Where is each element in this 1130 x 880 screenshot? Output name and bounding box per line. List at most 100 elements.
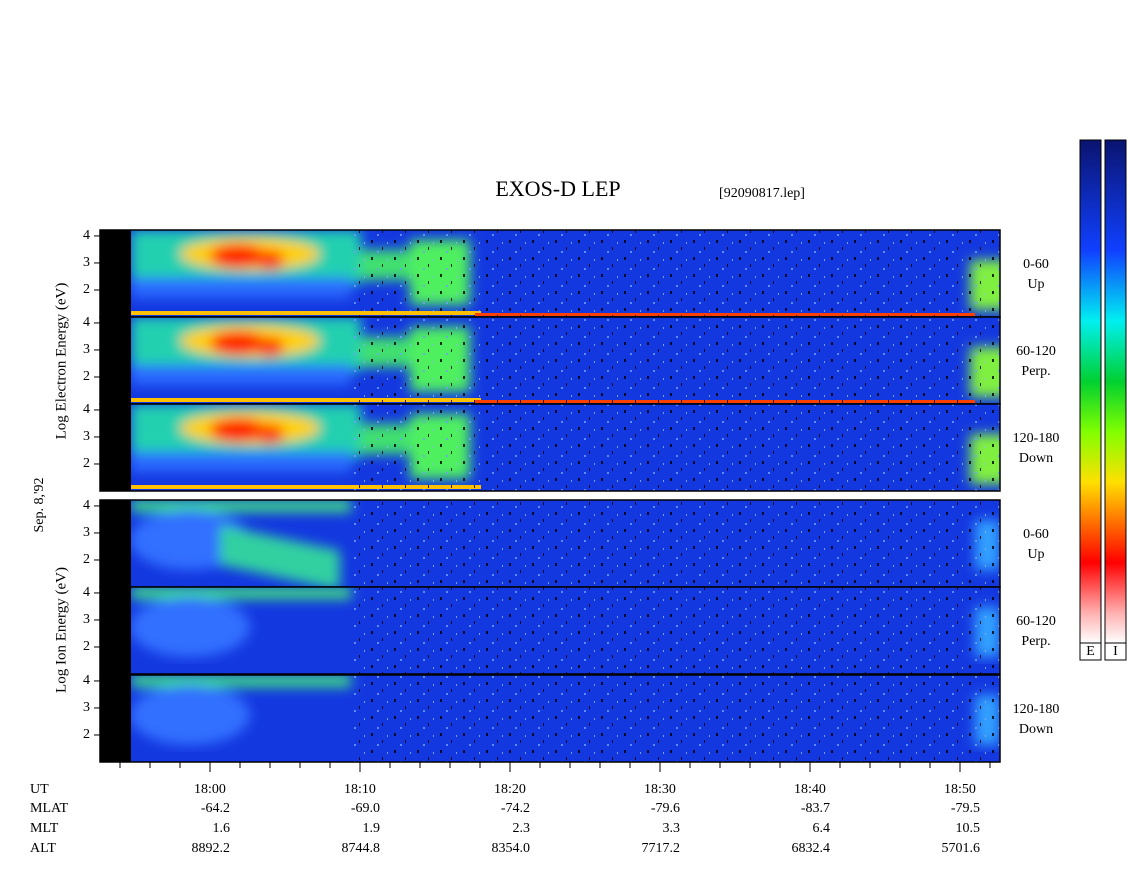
colorbar bbox=[1079, 139, 1102, 644]
y-tick-label: 4 bbox=[83, 315, 90, 330]
flux bbox=[256, 424, 284, 444]
ephemeris-value: 3.3 bbox=[663, 821, 681, 836]
ephemeris-value: -64.2 bbox=[201, 801, 230, 816]
y-tick-label: 3 bbox=[83, 255, 90, 270]
ephemeris-value: 6.4 bbox=[813, 821, 831, 836]
data-gap bbox=[100, 317, 131, 404]
speckle bbox=[350, 317, 1000, 404]
flux bbox=[131, 364, 351, 385]
spectrogram-panel bbox=[100, 230, 1000, 317]
ephemeris-value: 6832.4 bbox=[792, 841, 831, 856]
y-tick-label: 2 bbox=[83, 282, 90, 297]
ephemeris-value: -83.7 bbox=[801, 801, 830, 816]
colorbar-box bbox=[1079, 642, 1102, 661]
colorbar-label: I bbox=[1113, 644, 1118, 659]
speckle bbox=[350, 404, 1000, 491]
title: EXOS-D LEP bbox=[495, 176, 620, 201]
spectrogram-panel bbox=[100, 317, 1000, 404]
ephemeris-value: 18:00 bbox=[194, 782, 226, 797]
ephemeris-label: MLT bbox=[30, 821, 59, 836]
y-tick-label: 2 bbox=[83, 369, 90, 384]
direction: Up bbox=[1027, 547, 1044, 562]
data-gap bbox=[100, 230, 131, 317]
band bbox=[131, 398, 481, 402]
y-tick-label: 2 bbox=[83, 639, 90, 654]
colorbar-label: E bbox=[1086, 644, 1095, 659]
y-tick-label: 4 bbox=[83, 498, 90, 513]
ephemeris-value: -74.2 bbox=[501, 801, 530, 816]
y-tick-label: 3 bbox=[83, 612, 90, 627]
speckle bbox=[350, 587, 1000, 674]
colorbar-box bbox=[1104, 642, 1127, 661]
ephemeris-label: MLAT bbox=[30, 801, 69, 816]
ephemeris-value: -69.0 bbox=[351, 801, 380, 816]
data-gap bbox=[100, 500, 131, 587]
ephemeris-value: 18:40 bbox=[794, 782, 826, 797]
ephemeris-value: -79.5 bbox=[951, 801, 980, 816]
band bbox=[131, 311, 481, 315]
y-tick-label: 2 bbox=[83, 552, 90, 567]
direction: Down bbox=[1019, 451, 1053, 466]
file-name: [92090817.lep] bbox=[719, 186, 805, 201]
flux bbox=[131, 675, 351, 687]
date-label: Sep. 8,'92 bbox=[32, 477, 47, 532]
y-tick-label: 3 bbox=[83, 342, 90, 357]
flux bbox=[131, 277, 351, 298]
ephemeris-value: 1.6 bbox=[213, 821, 231, 836]
spectrogram-panel bbox=[100, 675, 1000, 762]
pitch-angle: 60-120 bbox=[1016, 614, 1056, 629]
y-tick-label: 3 bbox=[83, 429, 90, 444]
ephemeris-value: 18:10 bbox=[344, 782, 376, 797]
y-tick-label: 2 bbox=[83, 456, 90, 471]
y-tick-label: 3 bbox=[83, 525, 90, 540]
data-gap bbox=[100, 587, 131, 674]
ephemeris-value: 18:20 bbox=[494, 782, 526, 797]
ephemeris-value: 10.5 bbox=[956, 821, 981, 836]
spectrogram-panel bbox=[100, 404, 1000, 491]
ephemeris-value: 1.9 bbox=[363, 821, 381, 836]
band bbox=[131, 485, 481, 489]
direction: Down bbox=[1019, 722, 1053, 737]
electron-axis-label: Log Electron Energy (eV) bbox=[53, 283, 69, 440]
flux bbox=[210, 418, 266, 442]
ion-axis-label: Log Ion Energy (eV) bbox=[53, 567, 69, 693]
ephemeris-label: UT bbox=[30, 782, 49, 797]
ephemeris-value: 7717.2 bbox=[642, 841, 681, 856]
ephemeris-value: 8892.2 bbox=[192, 841, 231, 856]
flux bbox=[130, 685, 250, 745]
y-tick-label: 4 bbox=[83, 228, 90, 243]
flux bbox=[130, 597, 250, 657]
ephemeris-value: 8744.8 bbox=[342, 841, 381, 856]
ephemeris-value: 8354.0 bbox=[492, 841, 531, 856]
pitch-angle: 0-60 bbox=[1023, 257, 1049, 272]
flux bbox=[131, 500, 351, 512]
pitch-angle: 120-180 bbox=[1013, 431, 1060, 446]
ephemeris-value: 5701.6 bbox=[942, 841, 981, 856]
data-gap bbox=[100, 675, 131, 762]
pitch-angle: 0-60 bbox=[1023, 527, 1049, 542]
speckle bbox=[350, 230, 1000, 317]
colorbar bbox=[1104, 139, 1127, 644]
pitch-angle: 60-120 bbox=[1016, 344, 1056, 359]
speckle bbox=[350, 500, 1000, 587]
speckle bbox=[350, 675, 1000, 762]
data-gap bbox=[100, 404, 131, 491]
y-tick-label: 3 bbox=[83, 700, 90, 715]
y-tick-label: 2 bbox=[83, 727, 90, 742]
flux bbox=[131, 451, 351, 472]
pitch-angle: 120-180 bbox=[1013, 702, 1060, 717]
panel-frame bbox=[99, 403, 1001, 492]
y-tick-label: 4 bbox=[83, 673, 90, 688]
ephemeris-value: 18:50 bbox=[944, 782, 976, 797]
flux bbox=[220, 525, 340, 587]
panel-frame bbox=[99, 586, 1001, 675]
ephemeris-value: -79.6 bbox=[651, 801, 680, 816]
flux bbox=[131, 587, 351, 599]
y-tick-label: 4 bbox=[83, 585, 90, 600]
flux bbox=[256, 337, 284, 357]
y-tick-label: 4 bbox=[83, 402, 90, 417]
spectrogram-panel bbox=[100, 587, 1000, 674]
flux bbox=[210, 331, 266, 355]
ephemeris-value: 18:30 bbox=[644, 782, 676, 797]
